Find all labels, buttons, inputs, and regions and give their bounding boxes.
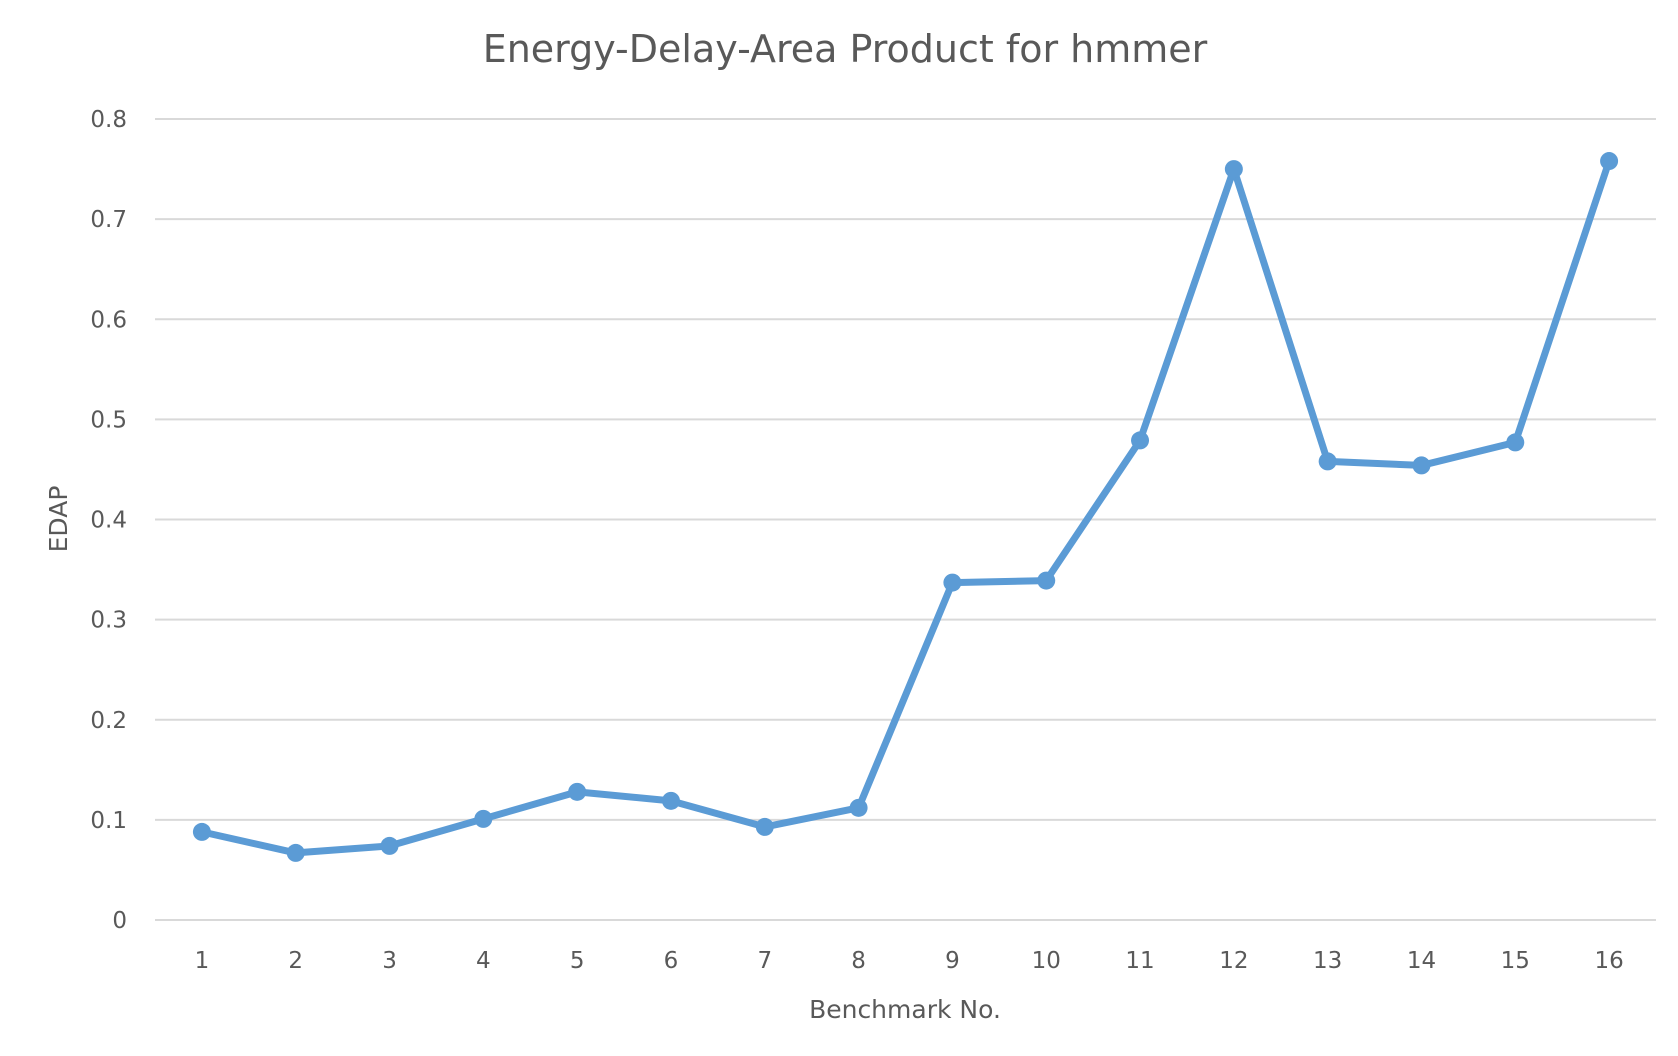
- y-tick-label: 0.2: [90, 708, 127, 734]
- x-tick-label: 4: [476, 948, 491, 974]
- x-tick-label: 5: [570, 948, 585, 974]
- data-point: [568, 782, 587, 801]
- data-point: [474, 809, 493, 828]
- data-point: [286, 843, 305, 862]
- y-tick-label: 0.6: [90, 307, 127, 333]
- gridlines: [155, 118, 1656, 921]
- x-tick-label: 12: [1219, 948, 1248, 974]
- y-axis-label: EDAP: [44, 486, 73, 553]
- data-point: [1224, 160, 1243, 179]
- y-tick-label: 0.7: [90, 207, 127, 233]
- x-tick-label: 3: [382, 948, 397, 974]
- x-tick-label: 7: [757, 948, 772, 974]
- x-axis-label: Benchmark No.: [809, 995, 1001, 1024]
- y-tick-labels: 0 0.1 0.2 0.3 0.4 0.5 0.6 0.7 0.8: [90, 107, 127, 934]
- y-tick-label: 0.8: [90, 107, 127, 133]
- y-tick-label: 0.1: [90, 808, 127, 834]
- data-point: [1318, 452, 1337, 471]
- y-tick-label: 0.5: [90, 407, 127, 433]
- data-point: [943, 573, 962, 592]
- x-tick-label: 6: [664, 948, 679, 974]
- y-tick-label: 0.3: [90, 608, 127, 634]
- x-tick-label: 1: [195, 948, 210, 974]
- data-point: [192, 822, 211, 841]
- x-tick-label: 15: [1501, 948, 1530, 974]
- data-point: [1037, 571, 1056, 590]
- x-tick-label: 9: [945, 948, 960, 974]
- data-point: [755, 817, 774, 836]
- x-tick-label: 16: [1594, 948, 1623, 974]
- data-point: [1600, 152, 1619, 171]
- series-layer: [192, 152, 1619, 862]
- x-tick-label: 14: [1407, 948, 1436, 974]
- x-tick-label: 2: [288, 948, 303, 974]
- data-point: [380, 836, 399, 855]
- x-tick-labels: 1 2 3 4 5 6 7 8 9 10 11 12 13 14 15 16: [195, 948, 1624, 974]
- y-tick-label: 0: [112, 908, 127, 934]
- data-point: [661, 791, 680, 810]
- x-tick-label: 11: [1125, 948, 1154, 974]
- chart-title: Energy-Delay-Area Product for hmmer: [483, 27, 1208, 71]
- x-tick-label: 10: [1032, 948, 1061, 974]
- y-tick-label: 0.4: [90, 508, 127, 534]
- x-tick-label: 8: [851, 948, 866, 974]
- series-line: [198, 157, 1613, 857]
- data-point: [1506, 433, 1525, 452]
- data-point: [1131, 431, 1150, 450]
- x-tick-label: 13: [1313, 948, 1342, 974]
- data-point: [1412, 456, 1431, 475]
- data-point: [849, 798, 868, 817]
